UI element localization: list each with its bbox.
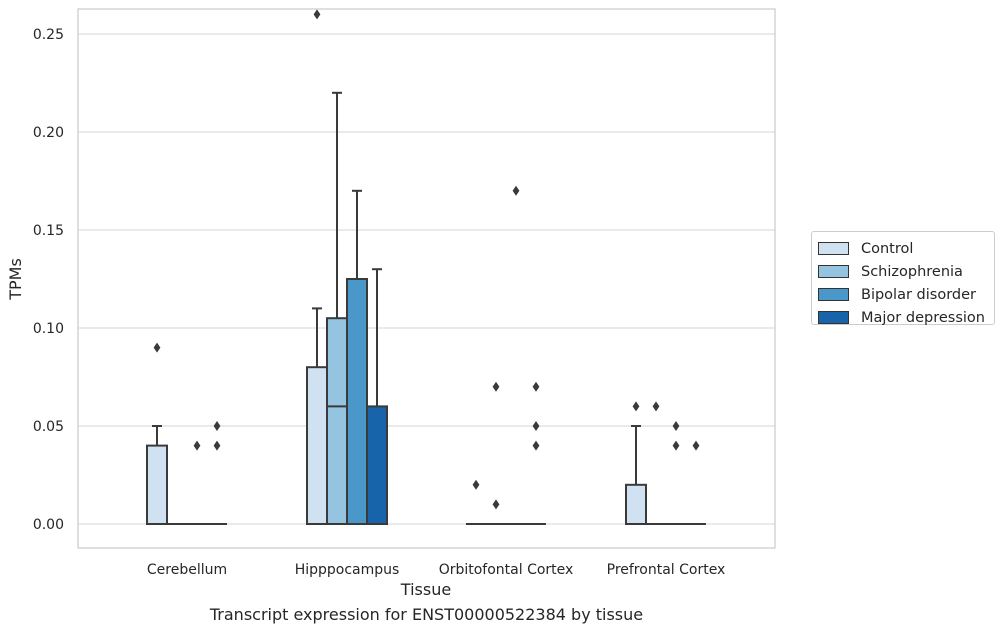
box-2-2 [506,185,526,525]
box-1-3 [366,268,388,525]
x-tick-label: Cerebellum [147,562,227,578]
outlier-point [512,185,520,196]
legend-label: Schizophrenia [861,263,963,280]
legend-swatch [818,265,849,278]
box-3-3 [686,440,706,525]
outlier-point [153,342,161,353]
legend-label: Control [861,240,914,257]
outlier-point [672,440,680,451]
box [346,278,368,525]
legend-swatch [818,311,849,324]
x-tick-label: Hipppocampus [295,562,400,578]
box-1-0 [306,9,328,526]
legend-label: Major depression [861,309,985,326]
y-tick-label: 0.05 [33,419,64,435]
box-2-3 [526,381,546,525]
figure-caption: Transcript expression for ENST0000052238… [209,605,644,624]
y-tick-label: 0.20 [33,125,64,141]
outlier-point [193,440,201,451]
outlier-point [492,381,500,392]
legend-swatch [818,288,849,301]
box [625,483,647,525]
legend-item: Schizophrenia [818,260,994,283]
outlier-point [213,421,221,431]
box-2-0 [466,479,486,525]
box-3-0 [625,401,647,525]
box-1-1 [326,91,348,526]
box-3-2 [666,421,686,525]
plot-marks [146,9,706,526]
x-tick-label: Prefrontal Cortex [607,562,726,578]
y-tick-label: 0.10 [33,321,64,337]
legend-item: Control [818,237,994,260]
box-2-1 [486,381,506,525]
y-axis-label: TPMs [6,258,25,301]
box [146,444,168,526]
outlier-point [213,440,221,451]
legend: Control Schizophrenia Bipolar disorder Majo… [811,231,995,326]
gridlines [78,33,775,525]
outlier-point [652,401,660,412]
legend-swatch [818,242,849,255]
box [306,366,328,526]
box [366,405,388,525]
outlier-point [532,381,540,392]
box-0-0 [146,342,168,526]
box-0-3 [207,421,227,525]
y-tick-label: 0.15 [33,223,64,239]
box-1-2 [346,189,368,525]
y-tick-labels: 0.00 0.05 0.10 0.15 0.20 0.25 [33,27,64,533]
outlier-point [472,479,480,490]
box-0-2 [187,440,207,525]
legend-label: Bipolar disorder [861,286,976,303]
x-axis-label: Tissue [400,580,451,599]
legend-item: Bipolar disorder [818,283,994,306]
plot-frame [77,8,776,549]
legend-item: Major depression [818,306,994,329]
outlier-point [692,440,700,451]
outlier-point [313,9,321,20]
outlier-point [532,421,540,431]
outlier-point [672,421,680,431]
y-tick-label: 0.25 [33,27,64,43]
outlier-point [532,440,540,451]
x-tick-labels: Cerebellum Hipppocampus Orbitofontal Corte… [147,562,725,578]
y-tick-label: 0.00 [33,517,64,533]
box-3-1 [646,401,666,525]
outlier-point [492,499,500,510]
box [326,317,348,526]
outlier-point [632,401,640,412]
x-tick-label: Orbitofontal Cortex [439,562,574,578]
